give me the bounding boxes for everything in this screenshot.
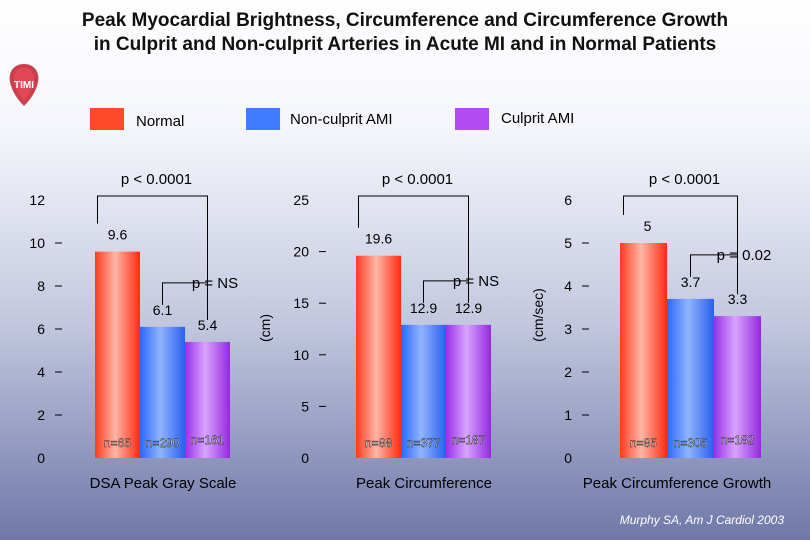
y-axis-label: (cm) bbox=[257, 314, 273, 342]
n-label-normal: n=65 bbox=[104, 436, 131, 450]
p-value-pairwise: p = NS bbox=[192, 275, 238, 292]
y-tick-label: 10 bbox=[293, 347, 309, 363]
bracket-pairwise bbox=[162, 282, 208, 320]
logo-text: TIMI bbox=[14, 80, 34, 91]
legend-label-non-culprit: Non-culprit AMI bbox=[290, 111, 393, 128]
legend-swatch-culprit bbox=[455, 108, 489, 130]
n-label-non-culprit: n=377 bbox=[407, 436, 441, 450]
y-tick-label: 2 bbox=[564, 364, 572, 380]
p-value-pairwise: p = NS bbox=[453, 273, 499, 290]
value-label-normal: 5 bbox=[644, 218, 652, 234]
citation: Murphy SA, Am J Cardiol 2003 bbox=[619, 513, 784, 527]
y-axis-label: (cm/sec) bbox=[530, 288, 546, 342]
y-tick-label: 2 bbox=[37, 407, 45, 423]
n-label-non-culprit: n=305 bbox=[674, 436, 708, 450]
n-label-culprit: n=187 bbox=[452, 433, 486, 447]
y-tick-label: 0 bbox=[564, 450, 572, 466]
bar-normal bbox=[95, 251, 140, 458]
value-label-culprit: 12.9 bbox=[455, 300, 482, 316]
value-label-normal: 9.6 bbox=[108, 227, 128, 243]
bar-non-culprit bbox=[140, 326, 185, 458]
value-label-culprit: 5.4 bbox=[198, 317, 218, 333]
y-tick-label: 25 bbox=[293, 192, 309, 208]
y-tick-label: 0 bbox=[301, 450, 309, 466]
p-value-pairwise: p = 0.02 bbox=[717, 247, 772, 264]
x-axis-label: DSA Peak Gray Scale bbox=[90, 475, 237, 492]
y-tick-label: 5 bbox=[564, 235, 572, 251]
chart-3: 0 1 2 3 4 5 6 (cm/sec) 5 3.7 3.3 n=85 n=305 n=182 p < … bbox=[530, 171, 771, 492]
n-label-non-culprit: n=290 bbox=[146, 436, 180, 450]
y-tick-label: 4 bbox=[37, 364, 45, 380]
value-label-normal: 19.6 bbox=[365, 231, 392, 247]
chart-2: 0 5 10 15 20 25 (cm) 19.6 12.9 12.9 n=88 n=377 n=187… bbox=[257, 171, 499, 492]
y-tick-label: 15 bbox=[293, 295, 309, 311]
p-value-overall: p < 0.0001 bbox=[382, 171, 453, 188]
y-tick-label: 3 bbox=[564, 321, 572, 337]
y-tick-label: 8 bbox=[37, 278, 45, 294]
bar-normal bbox=[356, 255, 401, 458]
y-tick-label: 1 bbox=[564, 407, 572, 423]
n-label-culprit: n=182 bbox=[721, 433, 755, 447]
title-line-1: Peak Myocardial Brightness, Circumferenc… bbox=[81, 10, 729, 31]
bar-non-culprit bbox=[401, 324, 446, 458]
y-tick-label: 10 bbox=[29, 235, 45, 251]
legend-swatch-non-culprit bbox=[246, 108, 280, 130]
bracket-pairwise bbox=[690, 254, 738, 295]
n-label-culprit: n=161 bbox=[191, 433, 225, 447]
y-tick-label: 4 bbox=[564, 278, 572, 294]
y-tick-label: 12 bbox=[29, 192, 45, 208]
p-value-overall: p < 0.0001 bbox=[121, 171, 192, 188]
y-tick-label: 20 bbox=[293, 244, 309, 260]
n-label-normal: n=88 bbox=[365, 436, 392, 450]
value-label-culprit: 3.3 bbox=[728, 291, 748, 307]
timi-logo: TIMI bbox=[9, 64, 39, 106]
p-value-overall: p < 0.0001 bbox=[649, 171, 720, 188]
x-axis-label: Peak Circumference Growth bbox=[583, 475, 771, 492]
bracket-overall bbox=[358, 195, 469, 303]
legend-swatch-normal bbox=[90, 108, 124, 130]
y-tick-label: 6 bbox=[37, 321, 45, 337]
value-label-non-culprit: 6.1 bbox=[153, 302, 173, 318]
n-label-normal: n=85 bbox=[630, 436, 657, 450]
bracket-overall bbox=[97, 195, 208, 320]
bar-culprit bbox=[185, 341, 230, 458]
value-label-non-culprit: 12.9 bbox=[410, 300, 437, 316]
chart-1: 0 2 4 6 8 10 12 9.6 6.1 5.4 n=65 n=290 n=161 p < 0.00… bbox=[29, 171, 238, 492]
value-label-non-culprit: 3.7 bbox=[681, 274, 701, 290]
x-axis-label: Peak Circumference bbox=[356, 475, 492, 492]
bar-normal bbox=[620, 243, 667, 458]
legend-label-culprit: Culprit AMI bbox=[501, 110, 575, 127]
bar-culprit bbox=[714, 316, 761, 458]
y-tick-label: 6 bbox=[564, 192, 572, 208]
bar-non-culprit bbox=[667, 298, 714, 458]
bracket-overall bbox=[623, 195, 738, 295]
bracket-pairwise bbox=[423, 280, 469, 303]
y-tick-label: 5 bbox=[301, 398, 309, 414]
legend-label-normal: Normal bbox=[136, 113, 185, 130]
y-tick-label: 0 bbox=[37, 450, 45, 466]
bar-culprit bbox=[446, 324, 491, 458]
title-line-2: in Culprit and Non-culprit Arteries in A… bbox=[93, 34, 717, 55]
